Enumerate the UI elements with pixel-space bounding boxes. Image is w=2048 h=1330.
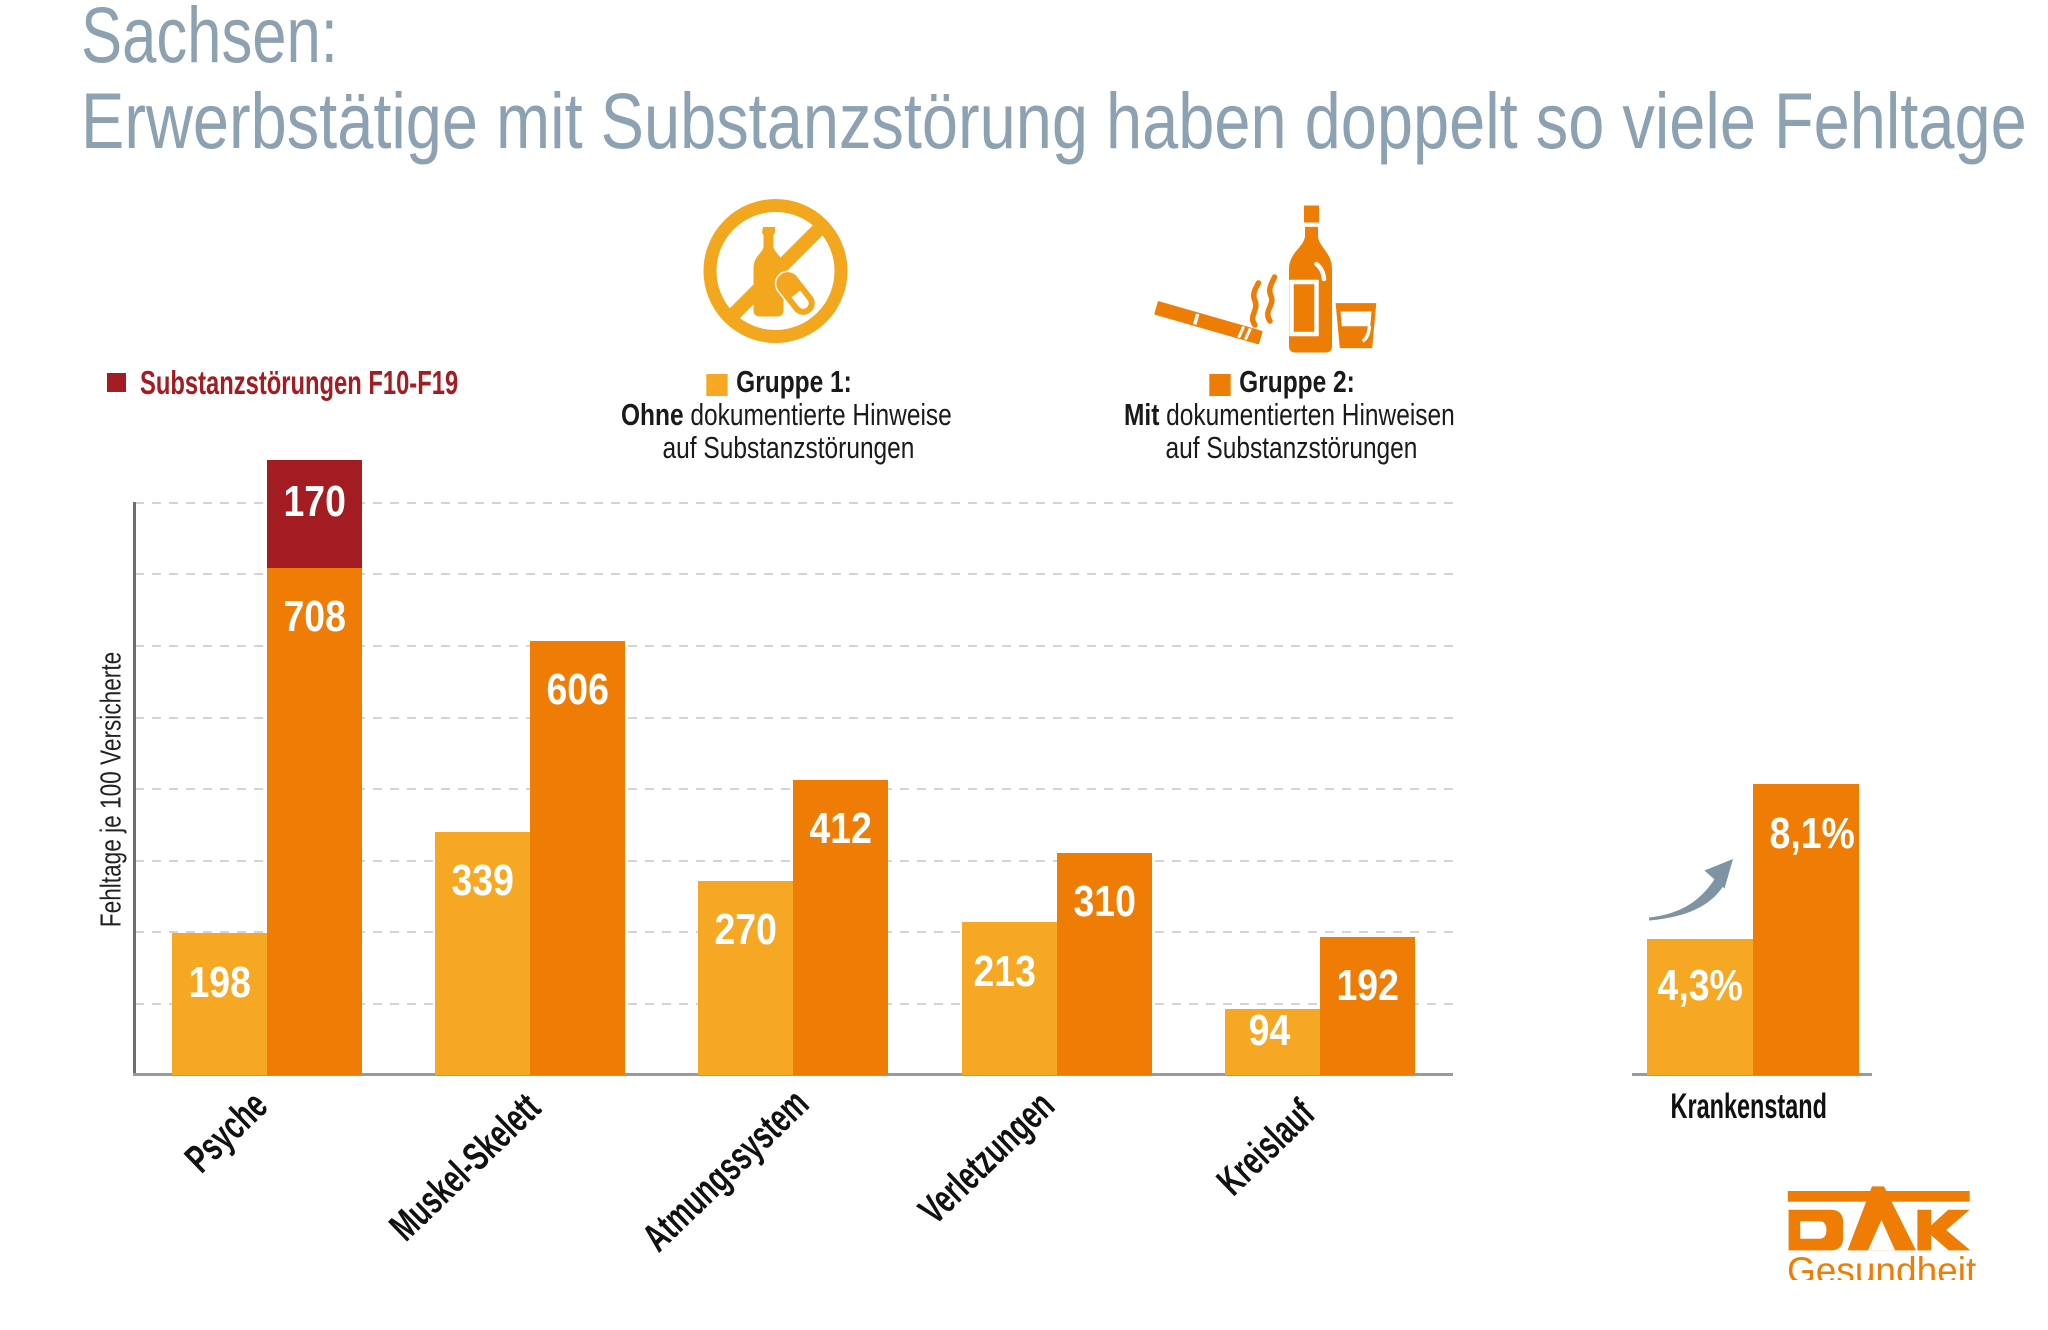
svg-text:Gesundheit: Gesundheit	[1787, 1250, 1977, 1280]
